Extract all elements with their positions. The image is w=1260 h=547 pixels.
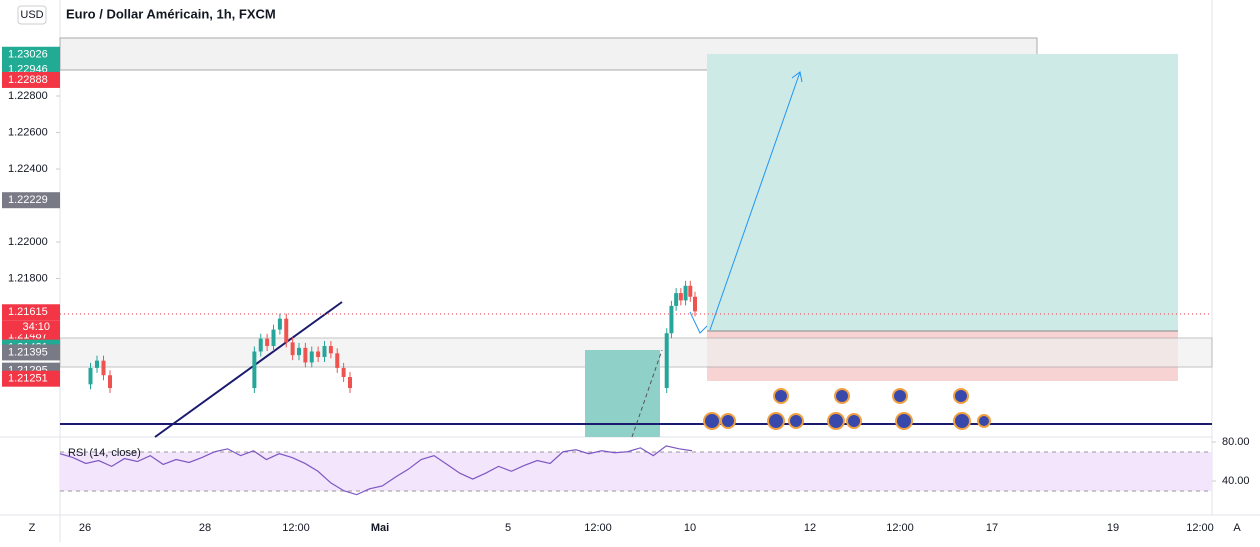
x-tick-label: 12:00 bbox=[584, 522, 612, 534]
price-label: 1.21395 bbox=[8, 346, 48, 358]
y-tick-label: 1.22400 bbox=[8, 163, 48, 175]
candle bbox=[693, 296, 697, 312]
y-tick-label: 1.21800 bbox=[8, 272, 48, 284]
rsi-line bbox=[59, 445, 693, 496]
candle bbox=[309, 351, 314, 363]
candle bbox=[95, 360, 99, 368]
price-badge bbox=[2, 370, 60, 387]
candle bbox=[108, 375, 112, 388]
candle bbox=[258, 338, 263, 352]
candle bbox=[664, 333, 669, 388]
candle bbox=[252, 351, 257, 388]
event-icons bbox=[703, 388, 991, 430]
candle bbox=[297, 347, 301, 356]
y-tick-label: 1.22800 bbox=[8, 90, 48, 102]
price-badge bbox=[2, 71, 60, 88]
price-label: 1.21251 bbox=[8, 373, 48, 385]
arrow bbox=[709, 71, 801, 331]
rsi-label: RSI (14, close) bbox=[68, 447, 141, 459]
candle bbox=[683, 285, 688, 301]
price-badge bbox=[2, 304, 60, 321]
countdown: 34:10 bbox=[22, 321, 50, 333]
y-tick-label: 1.22600 bbox=[8, 126, 48, 138]
candle bbox=[290, 342, 295, 356]
x-tick-label: 19 bbox=[1107, 522, 1119, 534]
y-tick-label: 1.22000 bbox=[8, 236, 48, 248]
price-badge bbox=[2, 344, 60, 361]
x-tick-label: 17 bbox=[986, 522, 998, 534]
candle bbox=[284, 318, 289, 343]
candle bbox=[265, 338, 270, 347]
trend-line bbox=[154, 301, 343, 438]
x-tick-label: 12:00 bbox=[886, 522, 914, 534]
candle bbox=[88, 367, 93, 385]
candle bbox=[348, 377, 352, 388]
price-badge bbox=[2, 192, 60, 209]
candle bbox=[688, 285, 693, 297]
candle bbox=[335, 353, 340, 368]
x-tick-label: 5 bbox=[505, 522, 511, 534]
target-zone bbox=[707, 54, 1178, 331]
rsi-tick-label: 40.00 bbox=[1222, 475, 1250, 487]
currency: USD bbox=[20, 9, 43, 21]
zoom-button[interactable]: Z bbox=[29, 522, 36, 534]
price-label: 1.22888 bbox=[8, 74, 48, 86]
price-badge bbox=[2, 46, 60, 63]
candle bbox=[669, 305, 674, 334]
x-tick-label: 10 bbox=[684, 522, 696, 534]
x-tick-label: 26 bbox=[79, 522, 91, 534]
x-tick-label: 12:00 bbox=[282, 522, 310, 534]
x-tick-label: Mai bbox=[371, 522, 389, 534]
chart-title: Euro / Dollar Américain, 1h, FXCM bbox=[66, 6, 276, 21]
price-label: 1.21615 bbox=[8, 306, 48, 318]
price-label: 1.22229 bbox=[8, 194, 48, 206]
x-tick-label: 12 bbox=[804, 522, 816, 534]
candle bbox=[271, 329, 276, 347]
countdown-badge bbox=[2, 320, 60, 335]
candle bbox=[101, 360, 106, 376]
rsi-band bbox=[60, 452, 1212, 491]
x-tick-label: 12:00 bbox=[1186, 522, 1214, 534]
rsi-tick-label: 80.00 bbox=[1222, 436, 1250, 448]
candle bbox=[678, 293, 683, 301]
candle bbox=[322, 346, 327, 357]
position-zone bbox=[585, 350, 660, 437]
candle bbox=[277, 318, 282, 330]
candle bbox=[303, 347, 308, 363]
candle bbox=[341, 367, 346, 378]
price-label: 1.23026 bbox=[8, 49, 48, 61]
candle bbox=[316, 351, 321, 357]
x-tick-label: 28 bbox=[199, 522, 211, 534]
auto-button[interactable]: A bbox=[1233, 522, 1241, 534]
candle bbox=[674, 293, 679, 306]
candle bbox=[328, 346, 333, 354]
